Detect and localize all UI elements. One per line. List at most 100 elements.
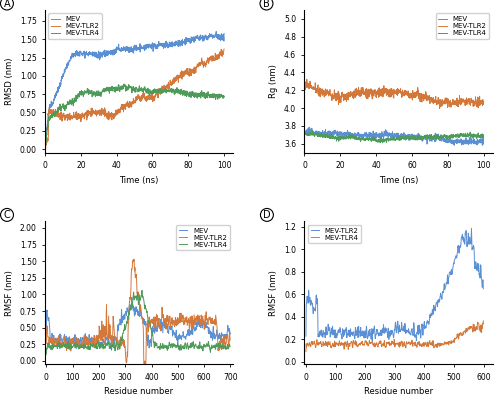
MEV bbox=[44, 332, 50, 337]
MEV-TLR2 bbox=[442, 100, 448, 105]
MEV bbox=[210, 338, 216, 343]
MEV bbox=[165, 42, 171, 47]
MEV-TLR4 bbox=[164, 348, 170, 353]
MEV-TLR2 bbox=[141, 366, 147, 371]
MEV-TLR2 bbox=[304, 77, 310, 82]
MEV-TLR2 bbox=[408, 333, 414, 338]
MEV bbox=[185, 39, 191, 43]
MEV-TLR4 bbox=[102, 344, 107, 349]
MEV bbox=[95, 337, 101, 341]
MEV bbox=[88, 343, 94, 348]
MEV-TLR2 bbox=[468, 226, 474, 231]
MEV-TLR4 bbox=[444, 133, 450, 138]
MEV bbox=[452, 143, 458, 148]
X-axis label: Residue number: Residue number bbox=[104, 387, 174, 396]
Text: C: C bbox=[4, 210, 10, 220]
Line: MEV-TLR2: MEV-TLR2 bbox=[304, 79, 484, 109]
MEV-TLR4 bbox=[210, 346, 216, 351]
X-axis label: Time (ns): Time (ns) bbox=[120, 176, 158, 185]
MEV-TLR4 bbox=[436, 341, 442, 346]
Y-axis label: RMSF (nm): RMSF (nm) bbox=[5, 270, 14, 316]
MEV-TLR2 bbox=[187, 317, 193, 322]
Line: MEV-TLR2: MEV-TLR2 bbox=[306, 228, 484, 341]
MEV-TLR4 bbox=[408, 342, 414, 347]
Legend: MEV, MEV-TLR2, MEV-TLR4: MEV, MEV-TLR2, MEV-TLR4 bbox=[176, 225, 230, 250]
MEV-TLR4 bbox=[44, 352, 50, 357]
Y-axis label: Rg (nm): Rg (nm) bbox=[270, 64, 278, 98]
Legend: MEV-TLR2, MEV-TLR4: MEV-TLR2, MEV-TLR4 bbox=[308, 225, 362, 244]
MEV-TLR4 bbox=[320, 134, 326, 139]
MEV-TLR2 bbox=[384, 326, 390, 331]
MEV-TLR2 bbox=[424, 98, 430, 102]
MEV-TLR2 bbox=[302, 81, 308, 86]
MEV-TLR2 bbox=[88, 340, 94, 345]
MEV-TLR2 bbox=[121, 103, 127, 108]
MEV-TLR2 bbox=[437, 297, 443, 301]
MEV-TLR4 bbox=[348, 339, 354, 344]
MEV bbox=[320, 128, 326, 133]
Legend: MEV, MEV-TLR2, MEV-TLR4: MEV, MEV-TLR2, MEV-TLR4 bbox=[48, 14, 102, 39]
MEV bbox=[121, 46, 127, 51]
MEV bbox=[374, 133, 380, 137]
MEV-TLR2 bbox=[165, 82, 171, 86]
MEV-TLR2 bbox=[444, 98, 450, 102]
MEV-TLR2 bbox=[334, 332, 340, 337]
MEV bbox=[444, 136, 450, 141]
Line: MEV-TLR2: MEV-TLR2 bbox=[46, 259, 230, 369]
MEV bbox=[302, 124, 308, 129]
MEV-TLR4 bbox=[60, 103, 66, 108]
MEV-TLR2 bbox=[164, 313, 170, 318]
MEV-TLR2 bbox=[95, 334, 101, 339]
Text: A: A bbox=[4, 0, 10, 8]
MEV bbox=[60, 74, 66, 79]
Text: B: B bbox=[263, 0, 270, 8]
Legend: MEV, MEV-TLR2, MEV-TLR4: MEV, MEV-TLR2, MEV-TLR4 bbox=[436, 14, 489, 39]
MEV-TLR2 bbox=[348, 332, 354, 337]
MEV-TLR4 bbox=[380, 140, 386, 145]
MEV-TLR2 bbox=[422, 326, 428, 331]
Line: MEV-TLR4: MEV-TLR4 bbox=[46, 291, 230, 354]
MEV bbox=[102, 341, 107, 345]
MEV-TLR4 bbox=[425, 135, 431, 140]
MEV-TLR4 bbox=[95, 341, 101, 345]
MEV-TLR2 bbox=[480, 100, 486, 104]
MEV-TLR4 bbox=[480, 318, 486, 323]
Line: MEV-TLR4: MEV-TLR4 bbox=[304, 131, 484, 143]
Y-axis label: RMSD (nm): RMSD (nm) bbox=[5, 58, 14, 105]
MEV-TLR2 bbox=[380, 87, 386, 92]
MEV-TLR4 bbox=[422, 342, 428, 347]
Text: D: D bbox=[263, 210, 270, 220]
MEV bbox=[480, 139, 486, 143]
MEV bbox=[424, 138, 430, 142]
MEV-TLR4 bbox=[185, 92, 191, 96]
MEV-TLR2 bbox=[44, 341, 50, 345]
Line: MEV-TLR4: MEV-TLR4 bbox=[45, 84, 224, 148]
MEV-TLR2 bbox=[182, 70, 188, 75]
Line: MEV: MEV bbox=[46, 297, 230, 349]
MEV-TLR4 bbox=[303, 349, 309, 354]
MEV-TLR4 bbox=[114, 85, 120, 90]
MEV-TLR2 bbox=[114, 107, 120, 112]
MEV-TLR2 bbox=[436, 106, 442, 111]
MEV-TLR2 bbox=[303, 334, 309, 339]
Line: MEV-TLR4: MEV-TLR4 bbox=[306, 321, 484, 351]
MEV-TLR2 bbox=[227, 338, 233, 343]
MEV bbox=[42, 148, 48, 153]
MEV-TLR4 bbox=[221, 94, 227, 99]
Line: MEV-TLR2: MEV-TLR2 bbox=[45, 49, 224, 149]
MEV bbox=[380, 133, 386, 137]
MEV-TLR4 bbox=[139, 288, 145, 293]
MEV bbox=[213, 29, 219, 34]
X-axis label: Time (ns): Time (ns) bbox=[379, 176, 418, 185]
MEV-TLR4 bbox=[383, 345, 389, 349]
MEV-TLR2 bbox=[320, 91, 326, 96]
MEV-TLR4 bbox=[182, 89, 188, 94]
MEV-TLR2 bbox=[370, 339, 376, 344]
MEV-TLR2 bbox=[221, 47, 227, 51]
MEV-TLR2 bbox=[374, 92, 380, 97]
MEV bbox=[164, 326, 170, 331]
MEV bbox=[114, 46, 120, 51]
MEV bbox=[182, 41, 188, 46]
MEV bbox=[129, 295, 135, 300]
MEV bbox=[108, 346, 114, 351]
